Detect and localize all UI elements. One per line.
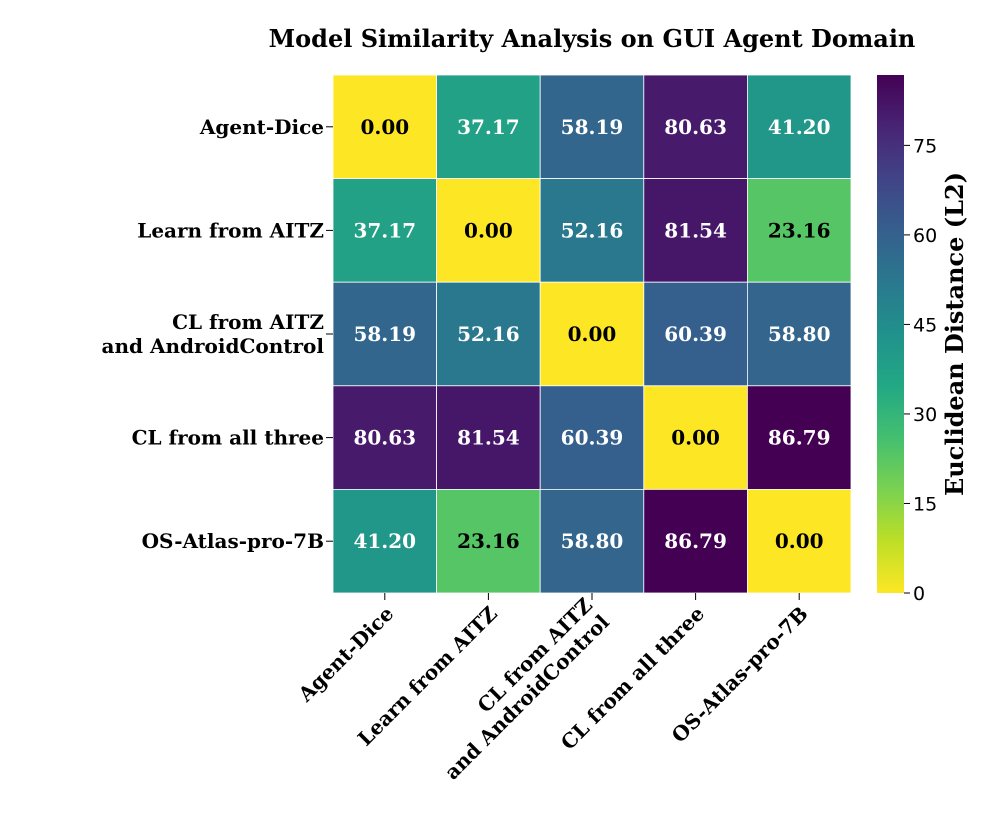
row-label: Learn from AITZ xyxy=(137,218,324,242)
heatmap-cell xyxy=(643,385,748,490)
heatmap-cell xyxy=(332,178,437,283)
chart-title: Model Similarity Analysis on GUI Agent D… xyxy=(269,24,916,53)
heatmap-cell xyxy=(747,385,852,490)
cell-value-label: 23.16 xyxy=(457,529,520,553)
cell-value-label: 52.16 xyxy=(561,218,624,242)
colorbar-tick-label: 0 xyxy=(913,583,925,605)
row-labels: Agent-Dice Learn from AITZ CL from AITZand… xyxy=(102,115,333,553)
cell-value-label: 60.39 xyxy=(664,322,727,346)
heatmap-cell xyxy=(436,281,541,387)
heatmap-cell xyxy=(747,178,852,283)
column-label-group: Agent-Dice xyxy=(293,601,398,706)
cell-value-label: 86.79 xyxy=(664,529,727,553)
cell-value-label: 81.54 xyxy=(664,218,727,242)
cell-value-label: 0.00 xyxy=(775,529,824,553)
cell-value-label: 0.00 xyxy=(568,322,617,346)
row-label: and AndroidControl xyxy=(102,334,325,358)
heatmap-cell xyxy=(643,281,748,387)
colorbar: 0 15 30 45 60 75 Euclidean Distance (L2) xyxy=(877,75,969,605)
colorbar-ticks: 0 15 30 45 60 75 xyxy=(904,135,937,605)
heatmap-cell xyxy=(539,385,645,490)
heatmap-cell xyxy=(747,74,852,179)
cell-value-label: 41.20 xyxy=(768,115,831,139)
heatmap-cell xyxy=(539,488,645,594)
cell-value-label: 23.16 xyxy=(768,218,831,242)
heatmap-cell xyxy=(539,281,645,387)
cell-value-label: 58.19 xyxy=(561,115,624,139)
cell-value-label: 81.54 xyxy=(457,426,520,450)
cell-value-label: 0.00 xyxy=(360,115,409,139)
colorbar-tick-label: 45 xyxy=(913,314,937,336)
cell-value-label: 58.80 xyxy=(561,529,624,553)
cell-value-label: 58.19 xyxy=(353,322,416,346)
colorbar-label: Euclidean Distance (L2) xyxy=(940,172,969,496)
heatmap-cells: 0.00 37.17 58.19 80.63 41.20 37.17 0.00 52.16 81… xyxy=(332,74,852,594)
heatmap-cell xyxy=(332,74,437,179)
colorbar-tick-label: 60 xyxy=(913,225,937,247)
cell-value-label: 0.00 xyxy=(464,218,513,242)
heatmap-cell xyxy=(747,281,852,387)
cell-value-label: 0.00 xyxy=(671,426,720,450)
cell-value-label: 41.20 xyxy=(353,529,416,553)
colorbar-gradient xyxy=(877,75,904,593)
heatmap-cell xyxy=(436,488,541,594)
row-label: CL from AITZ xyxy=(172,310,324,334)
heatmap-cell xyxy=(436,385,541,490)
heatmap-cell xyxy=(436,74,541,179)
cell-value-label: 37.17 xyxy=(353,218,416,242)
cell-value-label: 80.63 xyxy=(664,115,727,139)
cell-value-label: 86.79 xyxy=(768,426,831,450)
colorbar-tick-label: 75 xyxy=(913,135,937,157)
cell-value-label: 52.16 xyxy=(457,322,520,346)
heatmap-cell xyxy=(747,488,852,594)
colorbar-tick-label: 30 xyxy=(913,404,937,426)
heatmap-cell xyxy=(539,178,645,283)
row-label: CL from all three xyxy=(132,426,324,450)
cell-value-label: 58.80 xyxy=(768,322,831,346)
cell-value-label: 37.17 xyxy=(457,115,520,139)
column-label: Agent-Dice xyxy=(293,601,398,706)
cell-value-label: 80.63 xyxy=(353,426,416,450)
heatmap-cell xyxy=(643,74,748,179)
row-label: OS-Atlas-pro-7B xyxy=(142,529,324,553)
cell-value-label: 60.39 xyxy=(561,426,624,450)
heatmap-cell xyxy=(539,74,645,179)
colorbar-tick-label: 15 xyxy=(913,493,937,515)
heatmap-cell xyxy=(332,488,437,594)
row-label: Agent-Dice xyxy=(199,115,324,139)
